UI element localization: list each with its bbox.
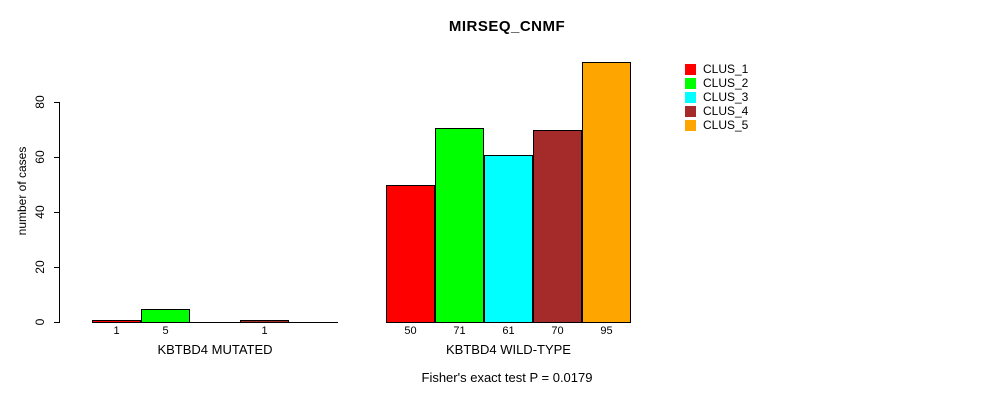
legend-item-clus_4: CLUS_4: [685, 104, 748, 118]
y-tick-label: 20: [33, 260, 47, 274]
legend: CLUS_1 CLUS_2 CLUS_3 CLUS_4 CLUS_5: [685, 62, 748, 132]
legend-swatch-icon: [685, 119, 696, 131]
y-axis-line: [59, 102, 60, 323]
bar-value-label: 70: [551, 325, 564, 337]
legend-label: CLUS_5: [703, 118, 749, 132]
legend-label: CLUS_2: [703, 76, 749, 90]
bar-CLUS_5: [582, 62, 631, 323]
y-tick-label: 60: [33, 150, 47, 164]
legend-swatch-icon: [685, 91, 696, 103]
y-axis-tick: [54, 102, 59, 103]
bar-CLUS_2: [141, 309, 190, 323]
bar-value-label: 71: [453, 325, 466, 337]
y-axis-label: number of cases: [15, 146, 29, 236]
legend-item-clus_5: CLUS_5: [685, 118, 748, 132]
group-label: KBTBD4 WILD-TYPE: [446, 342, 571, 357]
legend-item-clus_3: CLUS_3: [685, 90, 748, 104]
legend-item-clus_2: CLUS_2: [685, 76, 748, 90]
bar-CLUS_4: [240, 320, 289, 323]
y-tick-label: 80: [33, 95, 47, 109]
legend-item-clus_1: CLUS_1: [685, 62, 748, 76]
annotation-text: Fisher's exact test P = 0.0179: [421, 370, 593, 385]
bar-value-label: 1: [261, 325, 268, 337]
legend-swatch-icon: [685, 77, 696, 89]
bar-value-label: 1: [113, 325, 120, 337]
legend-label: CLUS_1: [703, 62, 749, 76]
chart-title: MIRSEQ_CNMF: [448, 18, 566, 35]
bar-CLUS_1: [386, 185, 435, 323]
legend-swatch-icon: [685, 63, 696, 75]
x-baseline: [92, 322, 338, 323]
bar-value-label: 50: [404, 325, 417, 337]
bar-value-label: 5: [162, 325, 169, 337]
legend-swatch-icon: [685, 105, 696, 117]
bar-value-label: 61: [502, 325, 515, 337]
bar-CLUS_4: [533, 130, 582, 323]
bar-CLUS_1: [92, 320, 141, 323]
legend-label: CLUS_4: [703, 104, 749, 118]
y-axis-tick: [54, 322, 59, 323]
bar-CLUS_3: [484, 155, 533, 323]
legend-label: CLUS_3: [703, 90, 749, 104]
y-tick-label: 0: [33, 318, 47, 326]
y-axis-tick: [54, 267, 59, 268]
group-label: KBTBD4 MUTATED: [157, 342, 273, 357]
y-axis-tick: [54, 212, 59, 213]
y-axis-tick: [54, 157, 59, 158]
bar-CLUS_2: [435, 128, 484, 323]
bar-value-label: 95: [600, 325, 613, 337]
y-tick-label: 40: [33, 205, 47, 219]
